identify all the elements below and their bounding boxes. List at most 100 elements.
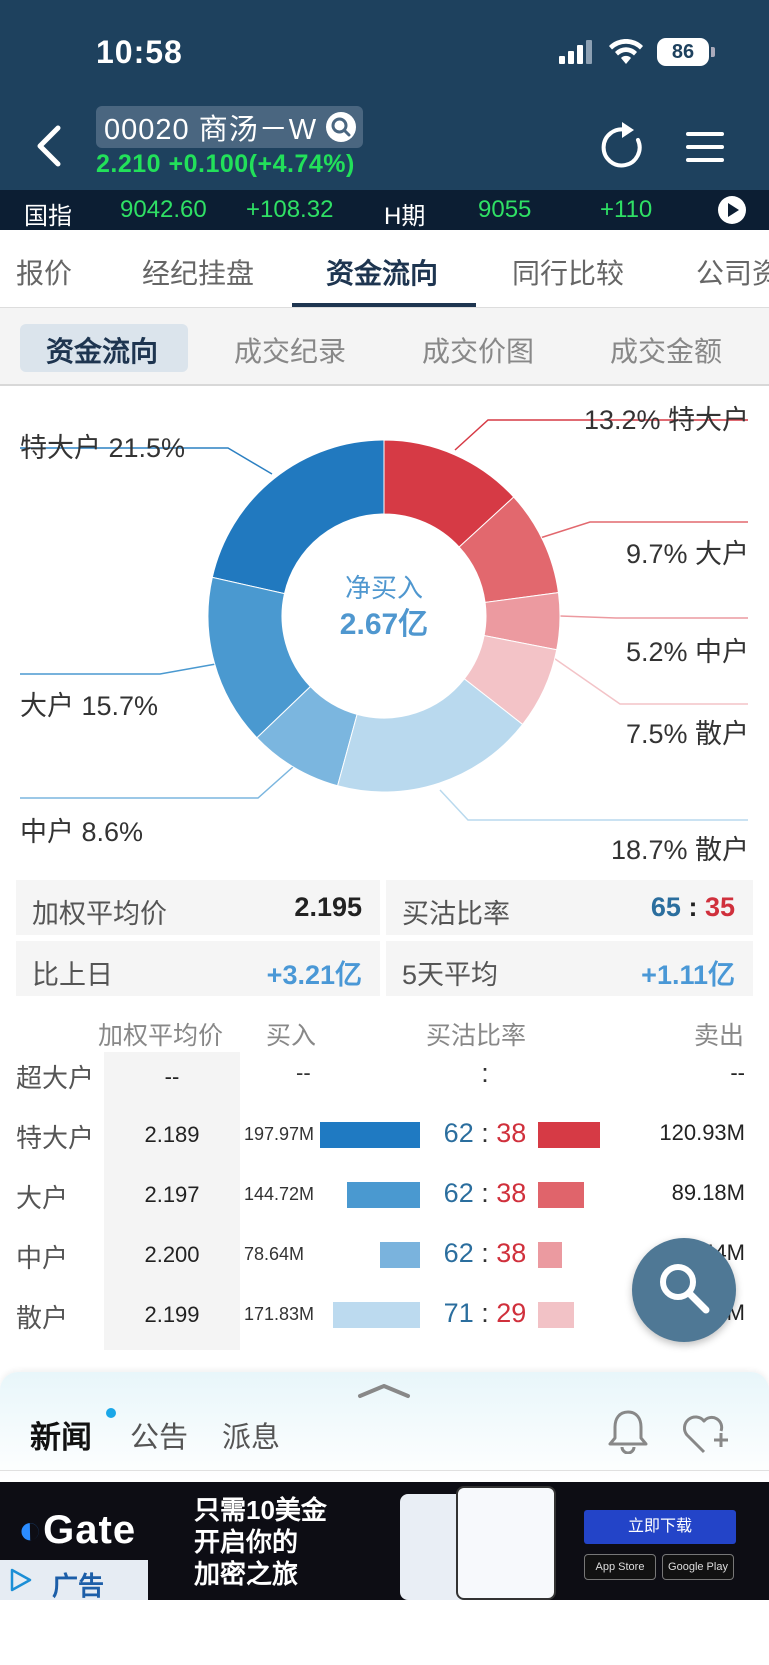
tab-fund-flow[interactable]: 资金流向 [326,258,439,289]
row-ratio-sep: : [481,1298,489,1328]
donut-segment-buy [207,576,312,739]
ratio-sell: 35 [704,892,735,922]
row-buy-bar [347,1182,420,1208]
refresh-icon[interactable] [600,120,648,172]
avg-price-label: 加权平均价 [32,899,167,929]
row-sell-bar [538,1242,562,1268]
row-ratio-sep: : [481,1118,489,1148]
leader-line [20,765,295,799]
row-ratio: : [420,1058,550,1089]
main-tabs: 报价 经纪挂盘 资金流向 同行比较 公司资 [0,230,769,308]
row-name: 散户 [16,1303,69,1333]
row-name: 特大户 [16,1123,95,1153]
news-tab-announcements[interactable]: 公告 [130,1422,189,1454]
row-ratio-buy: 62 [443,1238,474,1268]
avg-price-column-bg [104,1052,240,1350]
row-ratio-buy: 62 [443,1178,474,1208]
summary-five-day: 5天平均 +1.11亿 [386,941,753,996]
header-buy: 买入 [266,1022,317,1050]
donut-segment-buy [211,439,385,595]
floating-search-button[interactable] [632,1238,736,1342]
row-buy-amount: 171.83M [244,1304,315,1324]
header-avg-price: 加权平均价 [98,1022,224,1050]
row-ratio-sep: : [481,1058,489,1088]
summary-prev-day: 比上日 +3.21亿 [16,941,380,996]
ad-badge: 广告 [0,1560,148,1600]
ad-logo-text: Gate [43,1508,137,1552]
row-ratio-buy: 62 [443,1118,474,1148]
row-ratio-buy: 71 [443,1298,474,1328]
donut-label-buy-l: 大户 15.7% [20,691,159,721]
ad-banner[interactable]: ◐Gate 只需10美金 开启你的 加密之旅 立即下载 App Store Go… [0,1482,769,1600]
status-icons: 86 [559,38,715,66]
news-tab-dividends[interactable]: 派息 [222,1422,281,1454]
summary-ratio: 买沽比率 65 : 35 [386,880,753,935]
donut-label-buy-xl: 特大户 21.5% [20,433,186,463]
stock-name: 00020 商汤－W [104,114,318,146]
prev-day-value: +3.21亿 [266,960,362,990]
row-sell-bar [538,1122,600,1148]
ad-text-line-2: 开启你的 [194,1527,299,1557]
back-arrow-icon[interactable] [30,124,66,168]
leader-line [539,521,748,539]
ad-choices-icon[interactable] [8,1568,32,1592]
row-ratio-sep: : [481,1178,489,1208]
wifi-icon [609,39,643,64]
ticker-label-1: 国指 [24,203,72,230]
row-avg-price: 2.200 [144,1242,200,1267]
subtab-fund-flow[interactable]: 资金流向 [46,336,159,367]
donut-label-sell-l: 9.7% 大户 [625,539,749,569]
subtab-price-chart[interactable]: 成交价图 [422,336,535,367]
row-ratio: 62 : 38 [420,1118,550,1149]
summary-avg-price: 加权平均价 2.195 [16,880,380,935]
row-name: 大户 [16,1183,69,1213]
row-sell-amount: 89.18M [671,1180,745,1205]
subtab-trade-records[interactable]: 成交纪录 [234,336,347,367]
ticker-change-2: +110 [600,196,653,223]
row-avg-price: 2.199 [144,1302,200,1327]
bell-icon[interactable] [606,1408,650,1454]
gate-logo-icon: ◐ [18,1508,44,1552]
ticker-value-1: 9042.60 [120,196,207,223]
prev-day-label: 比上日 [32,960,113,990]
row-sell-amount: -- [730,1060,745,1085]
google-play-badge[interactable]: Google Play [662,1554,734,1580]
news-tab-news[interactable]: 新闻 [30,1420,92,1455]
row-ratio: 62 : 38 [420,1178,550,1209]
row-buy-amount: -- [296,1060,311,1085]
ad-download-button[interactable]: 立即下载 [584,1510,736,1544]
index-ticker[interactable]: 国指 9042.60 +108.32 H期 9055 +110 [0,190,769,230]
favorite-add-icon[interactable] [680,1412,730,1456]
row-avg-price: 2.197 [144,1182,200,1207]
ad-phone-image [456,1486,556,1600]
ad-text-line-3: 加密之旅 [194,1559,299,1589]
stock-quote: 2.210 +0.100(+4.74%) [96,150,355,178]
subtab-trade-amount[interactable]: 成交金额 [610,336,723,367]
ad-text-line-1: 只需10美金 [194,1495,327,1525]
row-avg-price: -- [164,1064,180,1089]
five-day-value: +1.11亿 [641,960,735,990]
stock-selector[interactable]: 00020 商汤－W [96,106,364,148]
search-icon[interactable] [325,111,357,143]
divider [0,1470,769,1471]
header-ratio: 买沽比率 [426,1022,527,1050]
row-avg-price: 2.189 [144,1122,200,1147]
tab-broker-queue[interactable]: 经纪挂盘 [142,258,255,289]
app-header: 10:58 86 00020 商汤－W 2.210 +0.100(+4.74%) [0,0,769,190]
ratio-buy: 65 [650,892,681,922]
menu-icon[interactable] [686,130,724,164]
tab-peer-compare[interactable]: 同行比较 [512,258,625,289]
ad-label: 广告 [52,1571,105,1600]
play-icon[interactable] [718,196,746,224]
fund-flow-table: 加权平均价 买入 买沽比率 卖出 超大户 -- -- : -- 特大户 2.18… [0,1010,769,1350]
news-panel: 新闻 公告 派息 [0,1372,769,1482]
tab-quote[interactable]: 报价 [16,258,73,289]
app-store-badge[interactable]: App Store [584,1554,656,1580]
five-day-label: 5天平均 [402,960,499,990]
battery-indicator: 86 [657,38,715,66]
tab-company-info[interactable]: 公司资 [696,258,769,289]
expand-handle-icon[interactable] [356,1382,412,1400]
row-ratio-sell: 29 [496,1298,527,1328]
leader-line [20,447,273,475]
ad-headline: 只需10美金 开启你的 加密之旅 [194,1494,327,1590]
